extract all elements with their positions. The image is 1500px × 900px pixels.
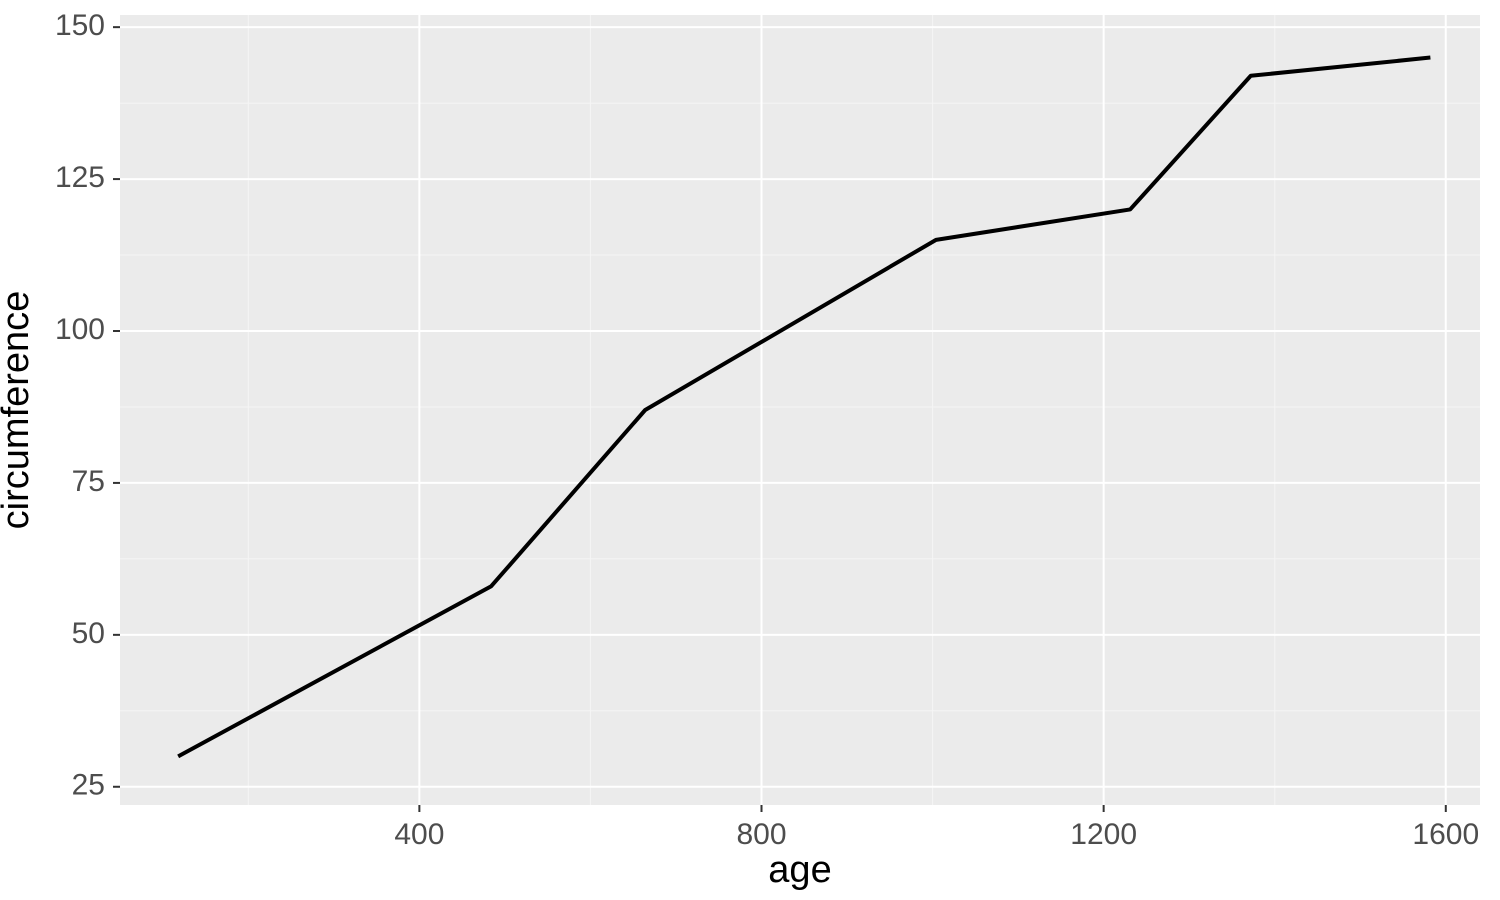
- x-tick-label: 1600: [1412, 818, 1479, 851]
- x-tick-label: 800: [736, 818, 786, 851]
- y-tick-label: 150: [55, 9, 105, 42]
- y-tick-label: 125: [55, 161, 105, 194]
- x-tick-label: 400: [394, 818, 444, 851]
- x-axis-title: age: [768, 849, 831, 891]
- y-tick-label: 25: [72, 769, 105, 802]
- chart-svg: 400 800 1200 1600 25 50 75 100 125 150 age circumfe…: [0, 0, 1500, 900]
- y-tick-label: 75: [72, 465, 105, 498]
- plot-panel: [120, 15, 1480, 805]
- x-tick-label: 1200: [1070, 818, 1137, 851]
- y-tick-label: 50: [72, 617, 105, 650]
- line-chart: 400 800 1200 1600 25 50 75 100 125 150 age circumfe…: [0, 0, 1500, 900]
- y-tick-label: 100: [55, 313, 105, 346]
- y-axis-title: circumference: [0, 291, 37, 530]
